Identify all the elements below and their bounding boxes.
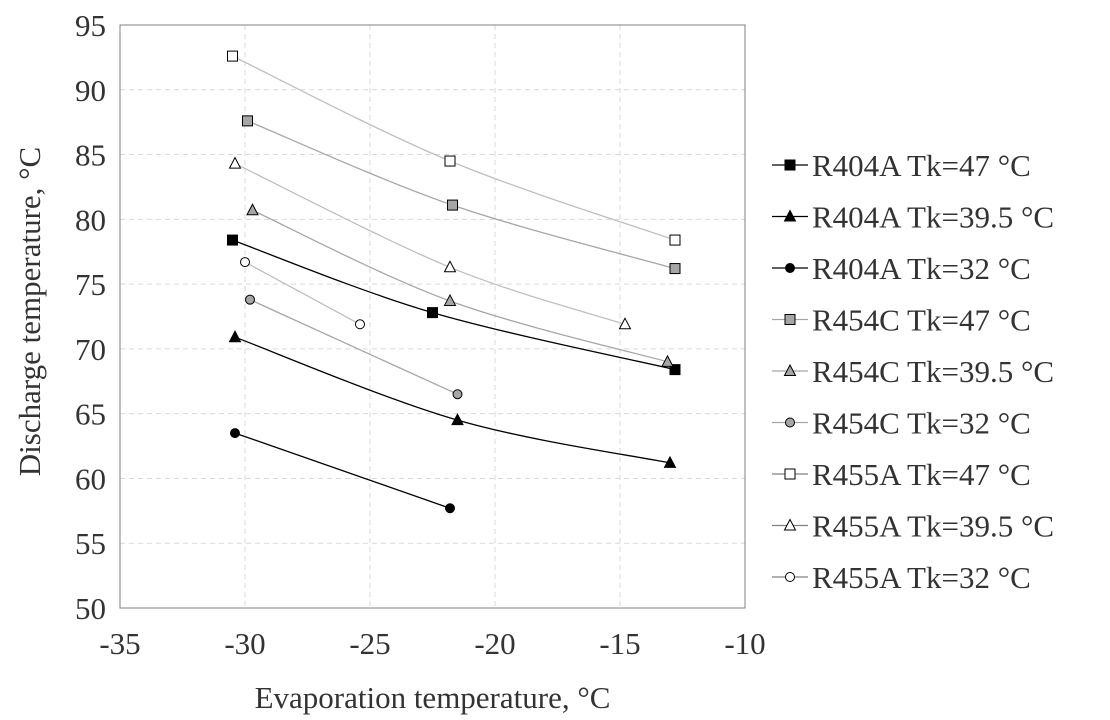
data-point-triangle xyxy=(228,156,242,169)
legend-marker-square xyxy=(784,468,796,480)
legend-marker-circle xyxy=(785,417,795,428)
y-tick-label: 60 xyxy=(75,461,106,496)
legend-label: R454C Tk=47 °C xyxy=(812,303,1031,338)
data-point-triangle xyxy=(663,455,677,468)
data-point-circle xyxy=(240,257,250,268)
legend-item: R404A Tk=39.5 °C xyxy=(772,200,1054,235)
legend-marker-circle xyxy=(785,263,795,273)
data-point-triangle xyxy=(443,293,457,306)
data-point-square xyxy=(427,307,438,319)
x-tick-label: -10 xyxy=(724,626,765,661)
data-point-square xyxy=(444,155,456,167)
legend-label: R455A Tk=47 °C xyxy=(812,457,1031,492)
series-3 xyxy=(230,428,455,514)
x-tick-label: -30 xyxy=(224,626,265,661)
data-point-triangle xyxy=(451,413,464,426)
y-tick-label: 80 xyxy=(75,202,106,237)
data-point-triangle xyxy=(618,317,632,330)
y-tick-label: 55 xyxy=(75,526,106,561)
data-point-circle xyxy=(452,389,463,400)
legend-item: R454C Tk=39.5 °C xyxy=(772,354,1054,389)
data-point-square xyxy=(227,234,238,246)
data-point-triangle xyxy=(443,260,457,273)
legend-label: R455A Tk=32 °C xyxy=(812,560,1031,595)
y-tick-label: 70 xyxy=(75,332,106,367)
series-line xyxy=(244,261,361,325)
x-axis-title: Evaporation temperature, °C xyxy=(255,680,611,715)
legend-marker-triangle xyxy=(783,518,797,531)
data-point-square xyxy=(669,263,681,275)
data-point-square xyxy=(447,199,458,211)
series-line xyxy=(234,432,451,509)
legend-label: R404A Tk=39.5 °C xyxy=(812,200,1054,235)
legend-marker-square xyxy=(784,159,796,171)
legend-item: R455A Tk=32 °C xyxy=(772,560,1031,595)
series-2 xyxy=(228,330,677,468)
y-tick-label: 65 xyxy=(75,397,106,432)
data-point-circle xyxy=(245,294,255,305)
legend: R404A Tk=47 °C R404A Tk=39.5 °C R404A Tk=3… xyxy=(772,148,1054,595)
legend-label: R455A Tk=39.5 °C xyxy=(812,509,1054,544)
series-8 xyxy=(228,156,632,330)
x-tick-label: -35 xyxy=(99,626,140,661)
legend-item: R404A Tk=32 °C xyxy=(772,251,1031,286)
series-5 xyxy=(246,203,674,367)
data-point-circle xyxy=(445,503,455,514)
series-line xyxy=(234,163,626,325)
data-point-square xyxy=(669,364,681,376)
legend-marker-triangle xyxy=(783,363,797,376)
plot-area-frame xyxy=(119,24,746,609)
y-axis-title: Discharge temperature, °C xyxy=(12,147,47,476)
x-tick-label: -20 xyxy=(474,626,515,661)
data-point-triangle xyxy=(246,203,259,216)
legend-item: R404A Tk=47 °C xyxy=(772,148,1031,183)
y-tick-label: 85 xyxy=(75,138,106,173)
data-point-square xyxy=(227,50,238,62)
series-line xyxy=(247,120,676,270)
legend-item: R455A Tk=39.5 °C xyxy=(772,509,1054,544)
legend-label: R454C Tk=32 °C xyxy=(812,406,1031,441)
y-tick-label: 50 xyxy=(75,591,106,626)
y-tick-label: 95 xyxy=(75,8,106,43)
legend-item: R454C Tk=47 °C xyxy=(772,303,1031,338)
tick-labels: -35 -30 -25 -20 -15 -10 50 55 60 65 70 75 80 85 90 95 xyxy=(75,8,766,661)
data-point-circle xyxy=(230,428,240,439)
y-tick-label: 75 xyxy=(75,267,106,302)
legend-label: R454C Tk=39.5 °C xyxy=(812,354,1054,389)
data-point-circle xyxy=(355,319,365,330)
series-1 xyxy=(227,234,681,376)
x-tick-label: -15 xyxy=(599,626,640,661)
data-point-triangle xyxy=(661,354,674,367)
series-line xyxy=(234,336,671,464)
legend-label: R404A Tk=32 °C xyxy=(812,251,1031,286)
data-point-triangle xyxy=(228,330,242,343)
series-layer xyxy=(227,50,681,514)
series-9 xyxy=(240,257,365,330)
legend-item: R455A Tk=47 °C xyxy=(772,457,1031,492)
legend-marker-triangle xyxy=(783,209,797,222)
legend-item: R454C Tk=32 °C xyxy=(772,406,1031,441)
legend-marker-circle xyxy=(785,572,795,582)
series-line xyxy=(249,299,458,395)
data-point-square xyxy=(242,115,253,127)
series-line xyxy=(252,209,668,363)
legend-label: R404A Tk=47 °C xyxy=(812,148,1031,183)
series-4 xyxy=(242,115,681,275)
x-tick-label: -25 xyxy=(349,626,390,661)
series-7 xyxy=(227,50,681,246)
legend-marker-square xyxy=(784,314,796,325)
data-point-square xyxy=(669,234,681,246)
y-tick-label: 90 xyxy=(75,73,106,108)
series-line xyxy=(232,55,676,241)
series-6 xyxy=(245,294,463,400)
